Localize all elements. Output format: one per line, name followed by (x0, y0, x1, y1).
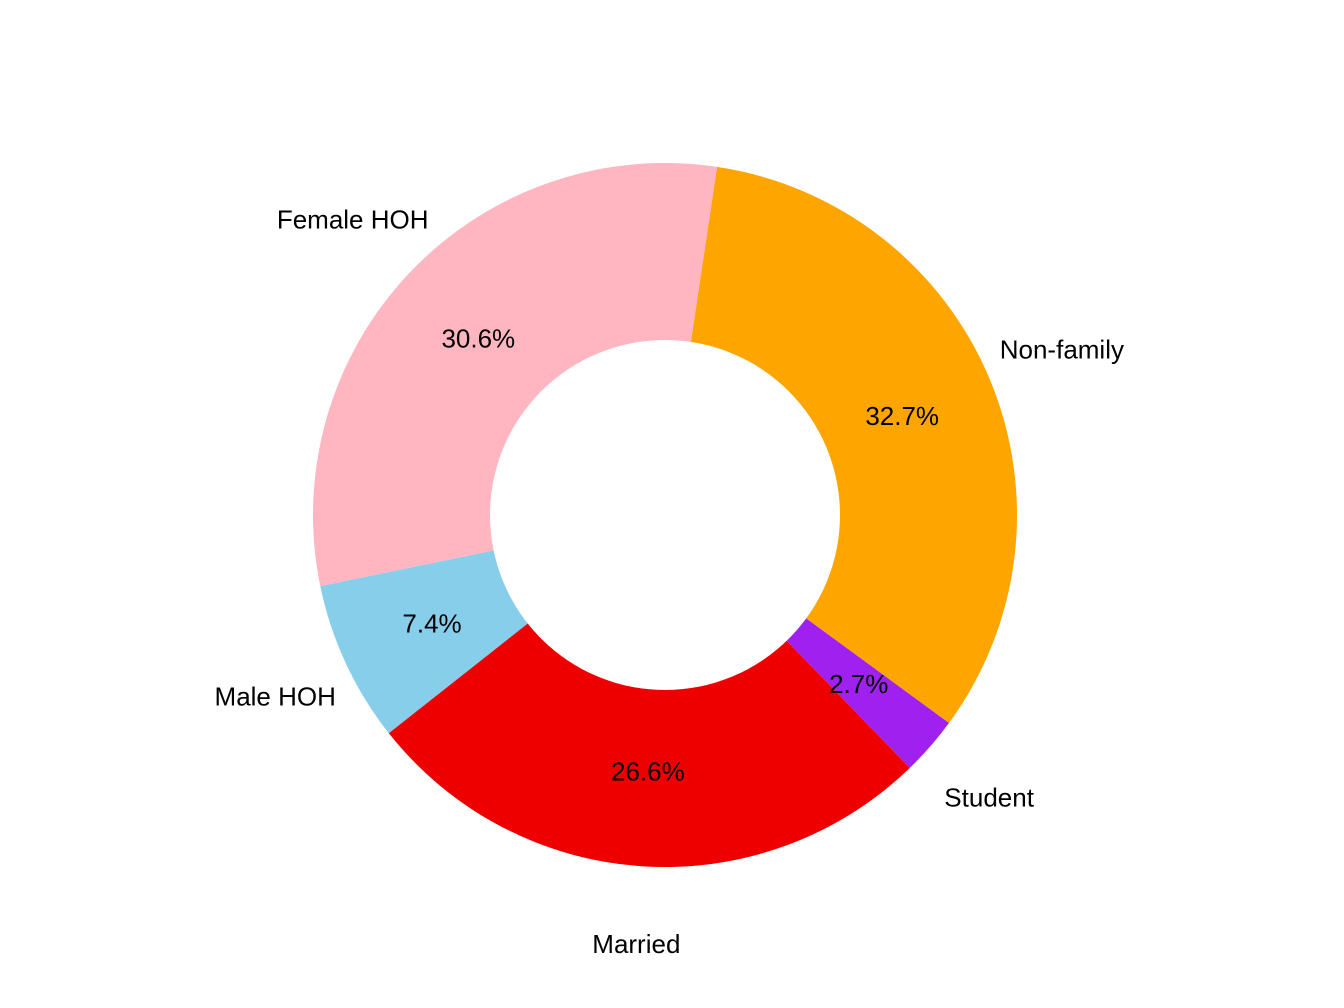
category-label-student: Student (944, 783, 1034, 813)
donut-hole (490, 340, 840, 690)
category-label-married: Married (592, 929, 680, 959)
labels-group: 32.7% Non-family 2.7% Student 26.6% Married 7.… (215, 204, 1124, 959)
slice-married (388, 515, 910, 867)
value-label-student: 2.7% (829, 669, 888, 699)
value-label-male-hoh: 7.4% (402, 609, 461, 639)
category-label-non-family: Non-family (1000, 334, 1124, 364)
category-label-male-hoh: Male HOH (215, 682, 336, 712)
category-label-female-hoh: Female HOH (277, 204, 429, 234)
value-label-female-hoh: 30.6% (441, 323, 515, 353)
value-label-non-family: 32.7% (865, 401, 939, 431)
value-label-married: 26.6% (611, 756, 685, 786)
slice-non-family (665, 166, 1017, 723)
